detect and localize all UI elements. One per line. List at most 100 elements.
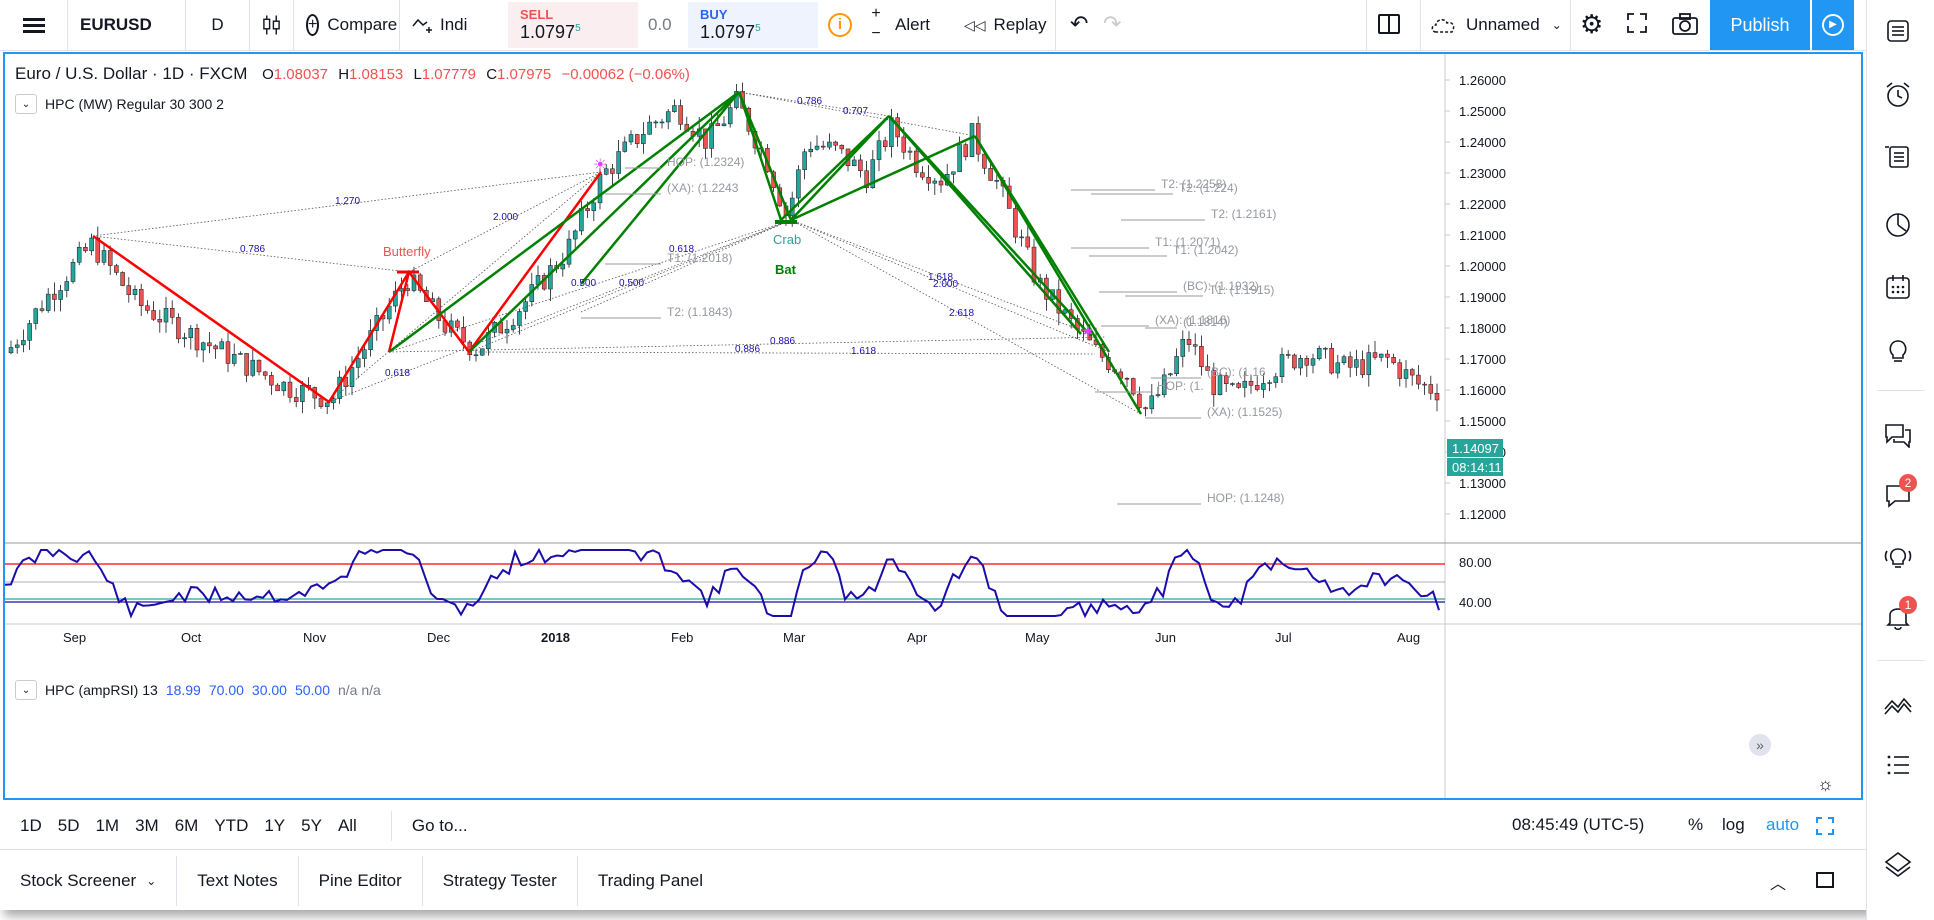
- range-ytd[interactable]: YTD: [214, 816, 249, 835]
- candle-body: [1391, 357, 1396, 363]
- zigzag-icon[interactable]: [1881, 688, 1915, 722]
- price-tick-label: 1.22000: [1459, 197, 1506, 212]
- gear-icon[interactable]: ⚙: [1580, 9, 1604, 39]
- quantity-stepper[interactable]: + −: [867, 4, 885, 44]
- tab-trading-panel[interactable]: Trading Panel: [597, 871, 704, 890]
- replay-button[interactable]: ◁◁ Replay: [964, 0, 1046, 50]
- candle-body: [231, 354, 237, 364]
- maximize-icon[interactable]: [1816, 817, 1834, 835]
- fib-ratio-label: 1.618: [851, 346, 876, 357]
- range-3m[interactable]: 3M: [135, 816, 159, 835]
- range-1d[interactable]: 1D: [20, 816, 42, 835]
- minus-icon[interactable]: −: [871, 25, 881, 42]
- candle-body: [1248, 380, 1254, 386]
- alarm-clock-icon[interactable]: [1881, 78, 1915, 112]
- collapse-button[interactable]: ⌄: [15, 680, 37, 700]
- menu-button[interactable]: [0, 0, 68, 50]
- price-tick-label: 1.19000: [1459, 290, 1506, 305]
- chart-pane[interactable]: 1.27000 1.26000 1.25000 1.24000 1.23000 1.220…: [3, 52, 1863, 800]
- candle-body: [163, 308, 169, 323]
- notifications-bell-icon[interactable]: 1: [1881, 596, 1917, 634]
- scroll-right-button[interactable]: »: [1749, 734, 1771, 756]
- tab-stock-screener[interactable]: Stock Screener ⌄: [0, 856, 178, 906]
- watchlist-icon[interactable]: [1881, 14, 1915, 48]
- chats-icon[interactable]: [1881, 418, 1915, 452]
- window-icon[interactable]: [1816, 872, 1834, 888]
- layers-icon[interactable]: [1881, 848, 1915, 882]
- price-tick-label: 1.17000: [1459, 352, 1506, 367]
- tab-text-notes[interactable]: Text Notes: [177, 856, 299, 906]
- candle-body: [151, 310, 156, 320]
- candle-body: [1217, 375, 1223, 395]
- bat-crab-pattern: [737, 91, 783, 221]
- redo-icon[interactable]: ↷: [1103, 11, 1122, 36]
- data-window-icon[interactable]: [1881, 140, 1915, 174]
- undo-icon[interactable]: ↶: [1070, 11, 1089, 36]
- calendar-icon[interactable]: [1881, 270, 1915, 304]
- order-panel-icon[interactable]: [1881, 748, 1915, 782]
- info-icon[interactable]: i: [828, 13, 852, 37]
- chart-type-button[interactable]: [250, 0, 294, 50]
- auto-toggle[interactable]: auto: [1766, 815, 1800, 834]
- level-label: (1.1814): [1183, 315, 1228, 329]
- publish-video-button[interactable]: ▶: [1812, 0, 1854, 50]
- range-1m[interactable]: 1M: [95, 816, 120, 835]
- candle-body: [238, 353, 243, 355]
- range-1y[interactable]: 1Y: [264, 816, 286, 835]
- butterfly-label: Butterfly: [383, 244, 431, 259]
- candle-body: [1168, 373, 1173, 376]
- candle-body: [1192, 344, 1198, 347]
- candle-body: [120, 272, 125, 286]
- goto-button[interactable]: Go to...: [390, 811, 468, 841]
- streams-icon[interactable]: [1881, 540, 1915, 574]
- candle-body: [1013, 208, 1018, 238]
- percent-toggle[interactable]: %: [1688, 815, 1704, 834]
- candle-body: [287, 381, 293, 398]
- rsi-upper: 70.00: [208, 682, 244, 698]
- candle-body: [585, 208, 590, 212]
- price-chart[interactable]: 1.27000 1.26000 1.25000 1.24000 1.23000 1.220…: [5, 54, 1861, 798]
- buy-button[interactable]: BUY 1.07975: [688, 2, 818, 48]
- hotlist-icon[interactable]: [1881, 208, 1915, 242]
- candle-body: [827, 141, 832, 148]
- interval-button[interactable]: D: [186, 0, 250, 50]
- tab-strategy-tester[interactable]: Strategy Tester: [423, 856, 578, 906]
- log-toggle[interactable]: log: [1722, 815, 1745, 834]
- play-icon: ▶: [1822, 14, 1844, 36]
- candle-body: [250, 359, 256, 376]
- candle-body: [1279, 354, 1285, 377]
- fib-ratio-label: 0.618: [385, 368, 410, 379]
- candle-body: [89, 237, 94, 252]
- sell-button[interactable]: SELL 1.07975: [508, 2, 638, 48]
- chat-icon[interactable]: 2: [1881, 474, 1917, 512]
- collapse-button[interactable]: ⌄: [15, 94, 37, 114]
- candle-body: [349, 367, 355, 387]
- symbol-search-button[interactable]: EURUSD: [68, 0, 186, 50]
- fib-ratio-label: 2.000: [493, 212, 518, 223]
- layout-icon[interactable]: [1378, 14, 1400, 34]
- plus-icon[interactable]: +: [871, 5, 881, 22]
- range-all[interactable]: All: [337, 816, 357, 835]
- ideas-lightbulb-icon[interactable]: [1881, 334, 1915, 368]
- settings-sun-icon[interactable]: ☼: [1817, 774, 1834, 794]
- right-sidebar: 2 1: [1866, 0, 1934, 920]
- candle-body: [182, 337, 187, 340]
- chevron-up-icon[interactable]: ︿: [1770, 876, 1787, 893]
- candle-body: [27, 323, 32, 341]
- indicators-button[interactable]: Indi: [400, 0, 480, 50]
- compare-button[interactable]: + Compare: [294, 0, 400, 50]
- fullscreen-icon[interactable]: [1626, 12, 1648, 34]
- candle-body: [1211, 370, 1217, 395]
- layout-name-button[interactable]: Unnamed ⌄: [1430, 0, 1562, 50]
- range-5y[interactable]: 5Y: [301, 816, 322, 835]
- publish-button[interactable]: Publish: [1710, 0, 1810, 50]
- price-tick-label: 1.23000: [1459, 166, 1506, 181]
- fib-connector: [790, 219, 1142, 415]
- candle-body: [932, 180, 938, 184]
- camera-icon[interactable]: [1672, 13, 1698, 40]
- range-5d[interactable]: 5D: [57, 816, 80, 835]
- level-label: T2: (1.2161): [1211, 207, 1276, 221]
- tab-pine-editor[interactable]: Pine Editor: [299, 856, 423, 906]
- alert-button[interactable]: Alert: [895, 0, 930, 50]
- range-6m[interactable]: 6M: [174, 816, 199, 835]
